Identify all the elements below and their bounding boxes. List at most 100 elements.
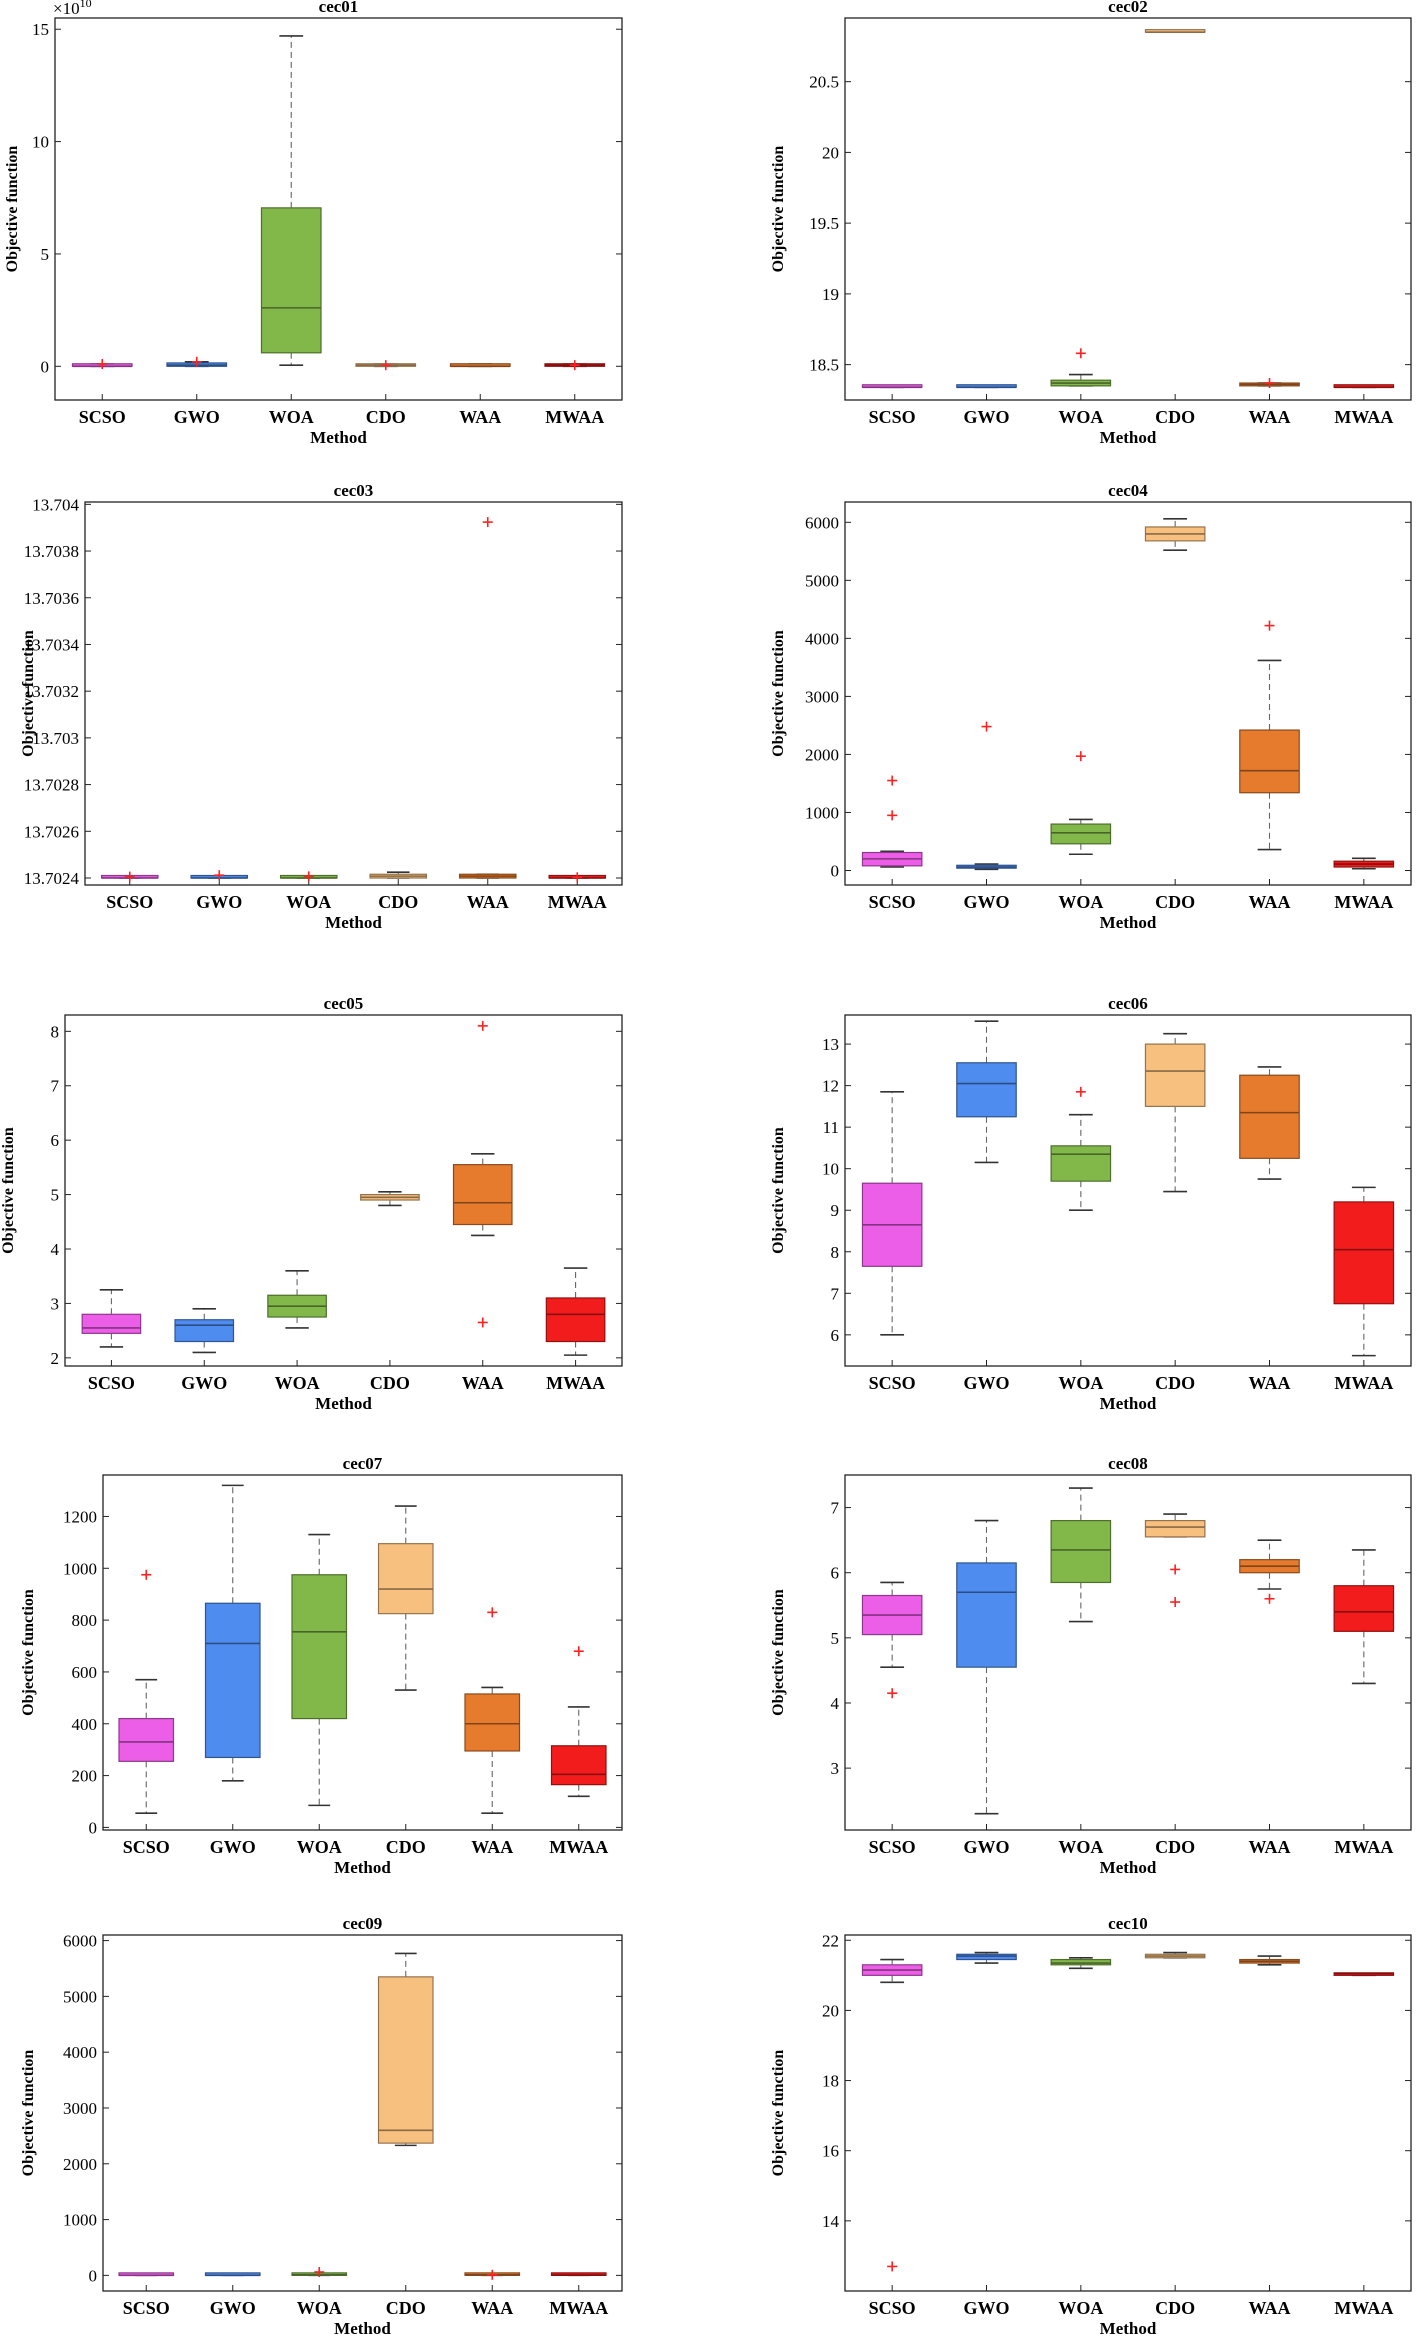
y-tick-label: 11 bbox=[823, 1118, 839, 1137]
x-tick-label: WAA bbox=[462, 1373, 504, 1393]
y-axis-label: Objective function bbox=[770, 1127, 787, 1254]
x-axis-label: Method bbox=[334, 2319, 391, 2338]
box-cdo: CDO bbox=[355, 360, 417, 427]
x-tick-label: MWAA bbox=[1334, 892, 1393, 912]
box-waa: WAA bbox=[1239, 1066, 1300, 1393]
y-tick-label: 6 bbox=[51, 1131, 60, 1150]
box-scso: SCSO bbox=[861, 1958, 923, 2318]
x-tick-label: CDO bbox=[1155, 407, 1195, 427]
x-tick-label: CDO bbox=[366, 407, 406, 427]
x-tick-label: MWAA bbox=[1334, 1373, 1393, 1393]
box-mwaa: MWAA bbox=[549, 1646, 608, 1857]
x-tick-label: WAA bbox=[1248, 892, 1290, 912]
x-tick-label: GWO bbox=[196, 892, 242, 912]
box-iqr bbox=[464, 1693, 521, 1752]
box-scso: SCSO bbox=[81, 1289, 142, 1393]
y-tick-label: 12 bbox=[822, 1077, 839, 1096]
outlier-marker bbox=[97, 359, 108, 370]
box-iqr bbox=[1050, 1145, 1112, 1182]
box-woa: WOA bbox=[1050, 1487, 1112, 1857]
y-tick-label: 4 bbox=[831, 1694, 840, 1713]
x-axis-label: Method bbox=[1100, 2319, 1157, 2338]
y-tick-label: 6 bbox=[831, 1326, 840, 1345]
y-tick-label: 3 bbox=[51, 1294, 60, 1313]
y-tick-label: 0 bbox=[89, 1818, 98, 1837]
x-tick-label: MWAA bbox=[548, 892, 607, 912]
y-tick-label: 13.7036 bbox=[24, 589, 79, 608]
box-waa: WAA bbox=[452, 1020, 513, 1393]
x-tick-label: SCSO bbox=[869, 892, 916, 912]
x-tick-label: MWAA bbox=[549, 2298, 608, 2318]
subplot-cec07: cec07 0 200 400 600 800 1000 1200 Objective func… bbox=[20, 1454, 623, 1877]
x-tick-label: SCSO bbox=[869, 1837, 916, 1857]
y-tick-label: 800 bbox=[72, 1611, 98, 1630]
outlier-marker bbox=[1264, 1593, 1275, 1604]
outlier-marker bbox=[477, 1317, 488, 1328]
axes-frame bbox=[102, 1474, 623, 1831]
y-tick-label: 18.5 bbox=[809, 356, 839, 375]
y-tick-label: 13.7024 bbox=[24, 869, 80, 888]
x-tick-label: MWAA bbox=[1334, 1837, 1393, 1857]
box-cdo: CDO bbox=[1144, 1032, 1206, 1393]
box-woa: WOA bbox=[267, 1269, 327, 1393]
x-tick-label: MWAA bbox=[1334, 407, 1393, 427]
outlier-marker bbox=[1170, 1564, 1181, 1575]
y-axis-label: Objective function bbox=[20, 2050, 37, 2177]
x-tick-label: WOA bbox=[1058, 892, 1103, 912]
box-iqr bbox=[1239, 1074, 1300, 1159]
y-tick-label: 4000 bbox=[805, 629, 839, 648]
box-cdo: CDO bbox=[377, 1505, 434, 1857]
box-gwo: GWO bbox=[166, 356, 228, 427]
y-tick-label: 13.7038 bbox=[24, 542, 79, 561]
y-axis-label: Objective function bbox=[770, 2050, 787, 2177]
x-tick-label: SCSO bbox=[106, 892, 153, 912]
outlier-marker bbox=[1075, 348, 1086, 359]
chart-title: cec08 bbox=[1108, 1454, 1148, 1473]
y-tick-label: 13.7034 bbox=[24, 635, 80, 654]
box-woa: WOA bbox=[291, 1533, 348, 1857]
outlier-marker bbox=[124, 871, 135, 882]
x-tick-label: WOA bbox=[269, 407, 314, 427]
y-tick-label: 5 bbox=[51, 1186, 60, 1205]
box-gwo: GWO bbox=[956, 721, 1017, 912]
box-gwo: GWO bbox=[174, 1308, 235, 1393]
box-woa: WOA bbox=[1050, 1086, 1112, 1393]
subplot-cec06: cec06 6 7 8 9 10 11 12 13 Objective function Metho… bbox=[770, 994, 1412, 1413]
box-mwaa: MWAA bbox=[548, 872, 607, 912]
box-woa: WOA bbox=[1050, 751, 1112, 912]
x-tick-label: GWO bbox=[963, 892, 1009, 912]
y-tick-label: 8 bbox=[51, 1022, 60, 1041]
box-mwaa: MWAA bbox=[1333, 1972, 1395, 2318]
outlier-marker bbox=[482, 517, 493, 528]
box-mwaa: MWAA bbox=[1333, 857, 1395, 912]
box-iqr bbox=[1050, 1958, 1112, 1966]
x-axis-label: Method bbox=[310, 428, 367, 447]
chart-title: cec10 bbox=[1108, 1914, 1148, 1933]
box-waa: WAA bbox=[1239, 1955, 1300, 2318]
y-multiplier: ×1010 bbox=[53, 0, 92, 18]
y-tick-label: 20 bbox=[822, 2001, 839, 2020]
x-tick-label: WAA bbox=[1248, 1837, 1290, 1857]
box-iqr bbox=[204, 1602, 261, 1759]
y-multiplier-base: ×10 bbox=[53, 0, 80, 18]
box-gwo: GWO bbox=[956, 1951, 1017, 2318]
box-waa: WAA bbox=[449, 363, 511, 427]
x-tick-label: CDO bbox=[370, 1373, 410, 1393]
outlier-marker bbox=[1170, 1597, 1181, 1608]
chart-title: cec04 bbox=[1108, 481, 1148, 500]
axes-frame bbox=[844, 1014, 1412, 1367]
y-tick-label: 1000 bbox=[63, 1559, 97, 1578]
y-tick-label: 5000 bbox=[63, 1987, 97, 2006]
box-waa: WAA bbox=[464, 1607, 521, 1857]
y-axis-label: Objective function bbox=[770, 1589, 787, 1716]
outlier-marker bbox=[572, 872, 583, 883]
chart-title: cec07 bbox=[343, 1454, 383, 1473]
box-iqr bbox=[1050, 1519, 1112, 1584]
box-woa: WOA bbox=[279, 871, 338, 912]
box-woa: WOA bbox=[260, 35, 322, 427]
subplot-cec08: cec08 3 4 5 6 7 Objective function Method SCSO GW… bbox=[770, 1454, 1412, 1877]
y-tick-label: 22 bbox=[822, 1931, 839, 1950]
axes-frame bbox=[844, 1474, 1412, 1831]
chart-title: cec09 bbox=[343, 1914, 383, 1933]
y-tick-label: 13.703 bbox=[32, 729, 79, 748]
